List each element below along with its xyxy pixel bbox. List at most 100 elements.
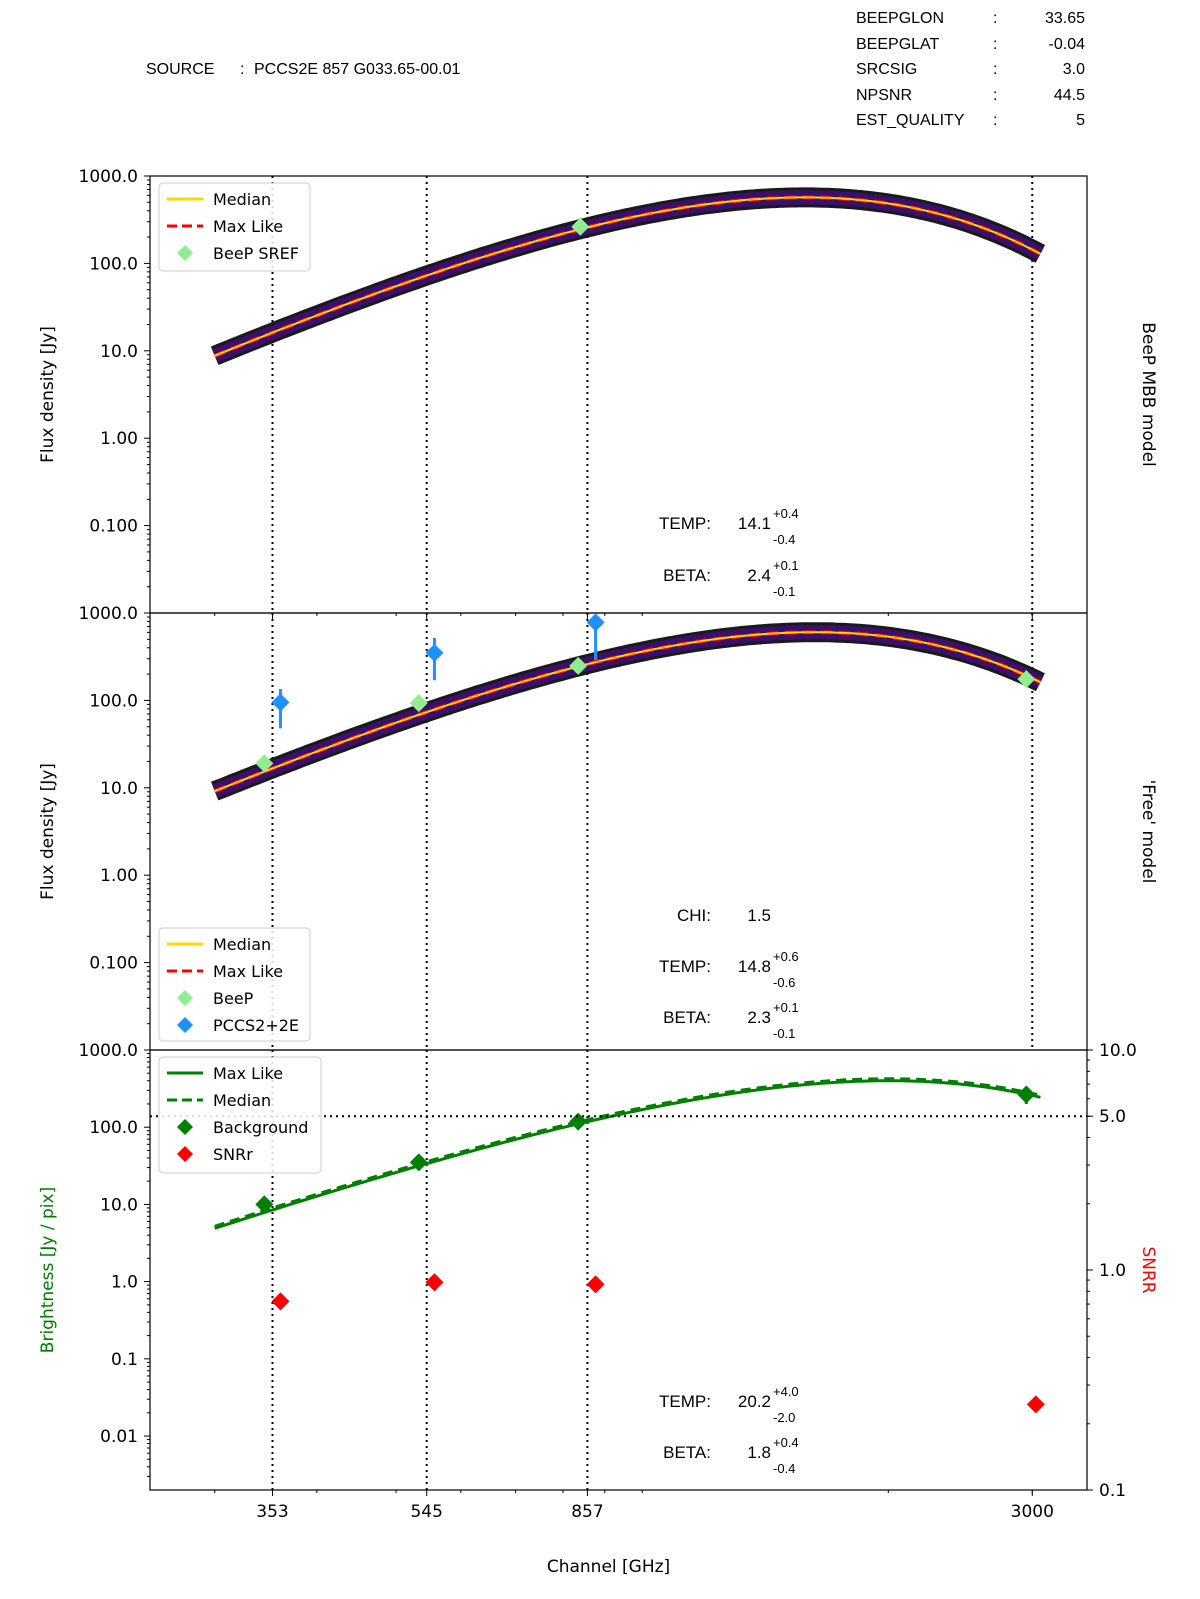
- legend-label: Median: [213, 1091, 271, 1110]
- y-tick-label: 1.00: [100, 866, 138, 886]
- legend-marker-swatch: [177, 1119, 193, 1135]
- x-tick-label: 353: [256, 1502, 288, 1522]
- field-key-est-quality: EST_QUALITY: [856, 112, 965, 129]
- legend-marker-swatch: [177, 990, 193, 1006]
- panel-1: 0.100 1.00 10.0 100.0 1000.0 Flux density [Jy…: [38, 167, 1158, 619]
- field-separator: :: [993, 112, 998, 129]
- y-tick-label: 1000.0: [79, 167, 138, 187]
- y-tick-label: 0.100: [89, 954, 138, 974]
- param-minus: -0.1: [773, 584, 795, 599]
- y-axis-label: Flux density [Jy]: [38, 326, 58, 463]
- legend-label: PCCS2+2E: [213, 1016, 299, 1035]
- y-tick-label: 100.0: [89, 691, 138, 711]
- field-separator: :: [993, 87, 998, 104]
- data-point: [586, 613, 605, 632]
- legend-label: Background: [213, 1118, 308, 1137]
- field-value-beepglon: 33.65: [1044, 10, 1085, 27]
- param-label: BETA:: [663, 1008, 711, 1027]
- y-tick-label: 0.100: [89, 517, 138, 537]
- maxlike-curve: [213, 630, 1042, 793]
- y-tick-label: 100.0: [89, 254, 138, 274]
- param-minus: -0.4: [773, 1461, 795, 1476]
- y-tick-label: 10.0: [100, 779, 138, 799]
- param-label: TEMP:: [659, 1392, 711, 1411]
- plot-area: [214, 1050, 1041, 1490]
- x-tick-label: 3000: [1011, 1502, 1054, 1522]
- panel-3: 0.01 0.1 1.0 10.0 100.0 1000.0 Brightness [Jy …: [38, 1041, 1158, 1577]
- y-tick-label: 1.00: [100, 429, 138, 449]
- y2-tick-label: 10.0: [1099, 1041, 1137, 1061]
- source-label: SOURCE: [146, 61, 215, 78]
- y-tick-label: 10.0: [100, 1195, 138, 1215]
- data-point: [586, 1275, 605, 1294]
- param-value: 14.8: [738, 957, 771, 976]
- x-tick-label: 857: [571, 1502, 603, 1522]
- field-value-beepglat: -0.04: [1048, 36, 1085, 53]
- data-point: [569, 656, 588, 675]
- field-value-est-quality: 5: [1076, 112, 1085, 129]
- legend-marker-swatch: [177, 245, 193, 261]
- y2-tick-label: 1.0: [1099, 1261, 1126, 1281]
- param-value: 1.8: [747, 1443, 771, 1462]
- source-separator: :: [240, 61, 245, 78]
- data-point: [571, 217, 590, 236]
- data-point: [1017, 670, 1036, 689]
- background-median-curve: [214, 1077, 1041, 1228]
- y-tick-label: 0.01: [100, 1427, 138, 1447]
- data-point: [271, 693, 290, 712]
- legend-label: Median: [213, 935, 271, 954]
- field-separator: :: [993, 61, 998, 78]
- data-point: [409, 694, 428, 713]
- param-plus: +0.4: [773, 506, 799, 521]
- y-axis-label: Brightness [Jy / pix]: [38, 1187, 58, 1353]
- legend-marker-swatch: [177, 1146, 193, 1162]
- param-plus: +0.6: [773, 949, 799, 964]
- param-label: CHI:: [677, 906, 711, 925]
- param-minus: -0.6: [773, 975, 795, 990]
- y-tick-label: 100.0: [89, 1118, 138, 1138]
- param-value: 2.4: [747, 566, 771, 585]
- field-key-npsnr: NPSNR: [856, 87, 913, 104]
- y2-tick-label: 5.0: [1099, 1107, 1126, 1127]
- legend-label: BeeP: [213, 989, 254, 1008]
- panel-title: BeeP MBB model: [1138, 322, 1158, 467]
- param-label: BETA:: [663, 1443, 711, 1462]
- y-tick-label: 1000.0: [79, 1041, 138, 1061]
- plot-area: [211, 613, 1045, 1050]
- background-maxlike-curve: [214, 1079, 1041, 1230]
- param-plus: +0.1: [773, 1000, 799, 1015]
- param-value: 1.5: [747, 906, 771, 925]
- param-label: BETA:: [663, 566, 711, 585]
- median-curve: [214, 631, 1041, 793]
- panel-2: 0.100 1.00 10.0 100.0 1000.0 Flux density [Jy…: [38, 604, 1158, 1051]
- param-plus: +0.4: [773, 1435, 799, 1450]
- y-tick-label: 1000.0: [79, 604, 138, 624]
- legend-label: Max Like: [213, 217, 283, 236]
- param-label: TEMP:: [659, 514, 711, 533]
- posterior-band-inner: [212, 190, 1044, 363]
- y-tick-label: 0.1: [111, 1350, 138, 1370]
- y2-tick-label: 0.1: [1099, 1481, 1126, 1501]
- param-label: TEMP:: [659, 957, 711, 976]
- param-minus: -0.1: [773, 1026, 795, 1041]
- param-minus: -0.4: [773, 532, 795, 547]
- legend-frame: [158, 1056, 322, 1174]
- data-point: [255, 1195, 274, 1214]
- y-tick-label: 1.0: [111, 1273, 138, 1293]
- legend-label: Median: [213, 190, 271, 209]
- data-point: [425, 1273, 444, 1292]
- param-plus: +4.0: [773, 1384, 799, 1399]
- param-plus: +0.1: [773, 558, 799, 573]
- data-point: [271, 1292, 290, 1311]
- legend-label: Max Like: [213, 1064, 283, 1083]
- field-value-npsnr: 44.5: [1053, 87, 1085, 104]
- param-value: 20.2: [738, 1392, 771, 1411]
- legend-label: Max Like: [213, 962, 283, 981]
- median-curve: [214, 196, 1041, 357]
- data-point: [1017, 1085, 1036, 1104]
- legend-label: BeeP SREF: [213, 244, 299, 263]
- field-separator: :: [993, 10, 998, 27]
- panel-title: 'Free' model: [1138, 780, 1158, 884]
- source-name: PCCS2E 857 G033.65-00.01: [254, 61, 461, 78]
